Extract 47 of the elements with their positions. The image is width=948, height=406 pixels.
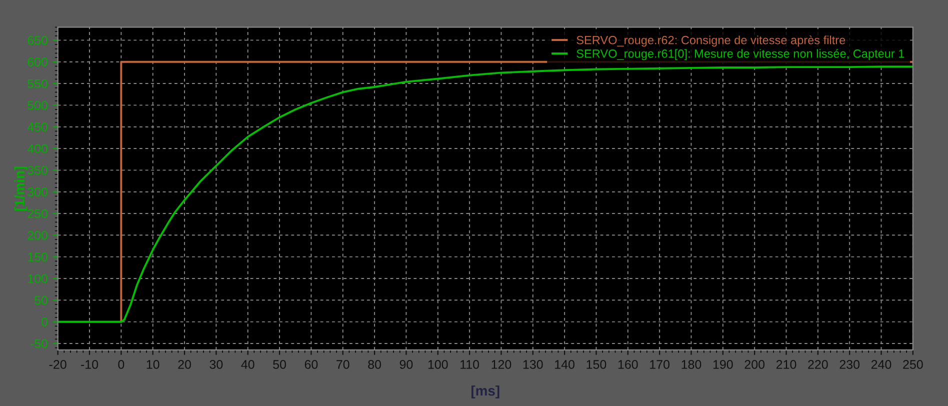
x-tick-label: 70 (336, 360, 350, 369)
x-tick-label: 250 (903, 360, 923, 369)
y-tick-label: -50 (30, 339, 48, 348)
x-tick-label: 20 (178, 360, 191, 369)
x-tick-label: 110 (460, 360, 480, 369)
y-tick-label: 100 (28, 274, 48, 284)
x-tick-label: 100 (428, 360, 448, 369)
x-tick-label: 220 (808, 360, 828, 369)
x-tick-label: 170 (650, 360, 670, 369)
y-tick-label: 250 (28, 209, 48, 218)
y-tick-label: 650 (28, 36, 48, 45)
x-tick-label: 230 (840, 360, 860, 369)
x-tick-label: 200 (744, 360, 765, 369)
x-tick-label: 0 (118, 360, 124, 369)
x-tick-label: 190 (713, 360, 733, 369)
y-tick-label: 600 (28, 58, 48, 67)
y-tick-label: 300 (28, 188, 48, 196)
x-tick-label: 240 (871, 360, 892, 369)
y-tick-label: 200 (28, 230, 48, 240)
x-tick-label: 30 (210, 360, 223, 369)
x-tick-label: 60 (304, 360, 318, 369)
y-tick-label: 150 (28, 252, 48, 262)
x-tick-label: 180 (682, 360, 702, 369)
x-tick-label: 50 (273, 360, 286, 369)
x-tick-label: 150 (586, 360, 606, 369)
x-tick-label: 130 (523, 360, 543, 369)
legend-label: SERVO_rouge.r62: Consigne de vitesse après filtre (576, 35, 846, 47)
y-tick-label: 350 (28, 166, 48, 175)
x-tick-label: 140 (555, 360, 574, 369)
x-tick-label: 120 (492, 360, 512, 369)
y-tick-label: 0 (42, 318, 48, 326)
x-tick-label: 40 (241, 360, 254, 369)
y-tick-label: 550 (28, 79, 48, 88)
x-tick-label: -10 (81, 360, 98, 369)
y-axis-title: [1/min] (14, 166, 28, 211)
x-tick-label: 210 (776, 360, 796, 369)
x-tick-label: 80 (368, 360, 381, 369)
x-axis-title: [ms] (471, 385, 500, 398)
y-tick-label: 450 (28, 122, 48, 132)
x-tick-label: -20 (49, 360, 66, 369)
x-tick-label: 10 (146, 360, 160, 369)
y-tick-label: 500 (28, 100, 48, 110)
y-tick-label: 50 (34, 296, 48, 305)
y-tick-label: 400 (28, 144, 48, 154)
x-tick-label: 160 (618, 360, 638, 369)
x-tick-label: 90 (400, 360, 413, 369)
legend-label: SERVO_rouge.r61[0]: Mesure de vitesse non lissée, Capteur 1 (576, 48, 904, 60)
